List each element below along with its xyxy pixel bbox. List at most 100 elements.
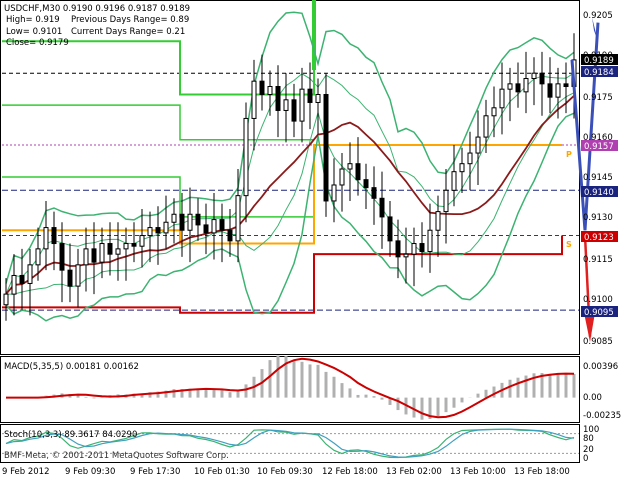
arrow-head-blue (592, 17, 598, 42)
candle-body (83, 248, 89, 266)
svg-text:0.9123: 0.9123 (584, 233, 614, 243)
svg-text:0.9184: 0.9184 (584, 68, 614, 78)
time-tick: 13 Feb 02:00 (386, 467, 442, 477)
macd-tick: 0.00396 (583, 362, 618, 372)
high-value: High= 0.919 (6, 15, 60, 25)
candle-body (339, 168, 345, 186)
inner-lower-band (6, 92, 575, 295)
prev-days-range: Previous Days Range= 0.89 (71, 15, 189, 25)
stoch-tick: 0 (583, 454, 588, 464)
candle-body (91, 248, 97, 263)
candle-body (387, 216, 393, 242)
candle-body (275, 86, 281, 111)
candle-body (299, 88, 305, 122)
svg-text:0.9189: 0.9189 (584, 56, 614, 66)
price-tag: 0.9140 (581, 186, 618, 198)
candle-body (259, 80, 265, 95)
price-tick: 0.9175 (583, 93, 613, 103)
candle-body (523, 78, 529, 93)
candle-body (435, 211, 441, 231)
copyright-footer: BMF-Meta, © 2001-2011 MetaQuotes Softwar… (4, 451, 229, 461)
macd-plot-area (6, 355, 576, 420)
low-value: Low= 0.9101 (6, 27, 62, 37)
price-tag-bg (581, 231, 618, 242)
price-tag-bg (581, 186, 618, 197)
price-tag-bg (581, 54, 618, 65)
inner-upper-band (5, 72, 575, 295)
stoch-plot-area (2, 428, 579, 459)
candle-body (195, 213, 201, 226)
candle-body (35, 248, 41, 266)
candle-body (379, 197, 385, 218)
support-red-level (2, 235, 563, 314)
candle-body (451, 171, 457, 191)
macd-title: MACD(5,35,5) 0.00181 0.00162 (4, 362, 139, 372)
bollinger-lower-band (5, 112, 575, 322)
candle-body (443, 189, 449, 213)
time-tick: 10 Feb 01:30 (194, 467, 250, 477)
svg-text:0.9140: 0.9140 (584, 188, 614, 198)
candle-body (563, 83, 569, 88)
candle-body (411, 243, 417, 255)
time-tick: 13 Feb 10:00 (450, 467, 506, 477)
candle-body (27, 264, 33, 284)
candle-body (203, 224, 209, 234)
candle-body (211, 219, 217, 234)
candle-body (43, 227, 49, 250)
candle-body (475, 136, 481, 154)
stoch-signal-line (5, 428, 575, 458)
candle-body (483, 115, 489, 138)
candle-body (243, 117, 249, 197)
candle-body (283, 99, 289, 111)
time-axis: 9 Feb 2012 9 Feb 09:30 9 Feb 17:30 10 Fe… (2, 467, 570, 477)
macd-panel[interactable] (0, 356, 580, 423)
candle-body (307, 88, 313, 103)
candle-body (155, 227, 161, 234)
macd-signal-line (6, 357, 575, 419)
price-plot-area (2, 0, 600, 343)
pivot-p-label: P (566, 150, 572, 159)
time-tick: 10 Feb 09:30 (257, 467, 313, 477)
candle-body (507, 83, 513, 90)
svg-text:0.9157: 0.9157 (584, 142, 614, 152)
candle-body (115, 248, 121, 255)
candle-body (163, 221, 169, 234)
price-tick: 0.9115 (583, 255, 613, 265)
arrow-head-red (584, 312, 595, 343)
candle-body (347, 163, 353, 170)
price-tag-bg (581, 306, 618, 317)
stoch-title: Stoch(10,3,3) 89.3617 84.0290 (4, 430, 137, 440)
stoch-panel[interactable] (0, 424, 580, 463)
candle-body (419, 243, 425, 253)
candle-body (51, 227, 57, 245)
candle-body (123, 243, 129, 250)
candle-body (323, 93, 329, 202)
svg-text:0.9095: 0.9095 (584, 308, 614, 318)
candle-body (147, 227, 153, 237)
candle-body (219, 219, 225, 231)
stoch-tick: 20 (583, 445, 594, 455)
candle-body (459, 163, 465, 173)
candle-body (331, 184, 337, 202)
bollinger-upper-band (5, 11, 575, 284)
candle-body (3, 293, 9, 306)
candle-body (59, 243, 65, 271)
candle-body (291, 99, 297, 122)
price-tag: 0.9184 (581, 66, 618, 78)
candle-body (99, 243, 105, 263)
price-tag: 0.9095 (581, 306, 618, 318)
stoch-tick: 80 (583, 434, 594, 444)
close-value: Close= 0.9179 (6, 38, 69, 48)
symbol-info: USDCHF,M30 0.9190 0.9196 0.9187 0.9189 (4, 4, 190, 14)
candle-body (19, 274, 25, 284)
candle-body (267, 86, 273, 95)
time-tick: 9 Feb 17:30 (130, 467, 180, 477)
candle-body (499, 88, 505, 109)
time-tick: 9 Feb 2012 (2, 467, 50, 477)
candle-body (139, 235, 145, 247)
candle-body (395, 240, 401, 258)
candle-body (251, 80, 257, 119)
candle-body (179, 213, 185, 231)
candle-body (539, 72, 545, 85)
